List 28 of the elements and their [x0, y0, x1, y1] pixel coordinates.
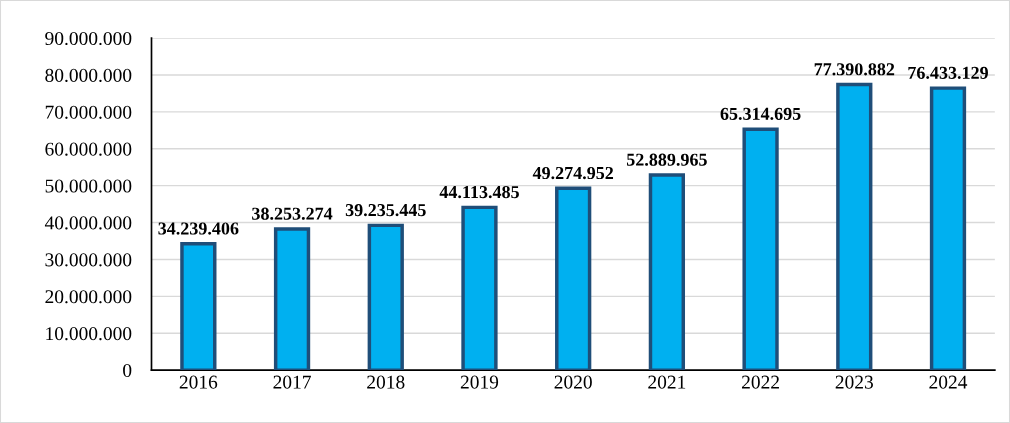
y-tick-label: 0	[123, 363, 132, 378]
data-label: 76.433.129	[908, 66, 988, 79]
x-tick-label: 2016	[179, 375, 218, 389]
data-label: 38.253.274	[252, 207, 333, 220]
data-label: 49.274.952	[532, 166, 614, 180]
y-tick-label: 60.000.000	[45, 142, 132, 156]
x-tick-label: 2024	[929, 375, 968, 389]
y-tick-label: 80.000.000	[45, 68, 132, 82]
y-tick-label: 10.000.000	[46, 327, 132, 341]
x-tick-label: 2023	[835, 375, 873, 389]
x-tick-label: 2021	[648, 375, 686, 389]
x-tick-label: 2017	[273, 375, 311, 389]
data-label: 52.889.965	[626, 153, 707, 166]
y-tick-label: 30.000.000	[45, 253, 132, 267]
y-tick-label: 50.000.000	[45, 179, 132, 193]
x-tick-label: 2020	[554, 375, 592, 389]
x-tick-label: 2018	[367, 375, 405, 389]
y-tick-label: 40.000.000	[44, 216, 132, 230]
data-label: 34.239.406	[158, 222, 239, 235]
y-tick-label: 90.000.000	[45, 31, 132, 46]
x-tick-label: 2022	[742, 375, 779, 389]
data-label: 77.390.882	[814, 63, 895, 76]
y-tick-label: 20.000.000	[45, 290, 132, 304]
data-label: 39.235.445	[345, 204, 426, 217]
data-label: 65.314.695	[720, 107, 801, 120]
y-tick-label: 70.000.000	[45, 105, 132, 119]
data-label: 44.113.485	[439, 185, 519, 199]
x-tick-label: 2019	[460, 375, 499, 389]
